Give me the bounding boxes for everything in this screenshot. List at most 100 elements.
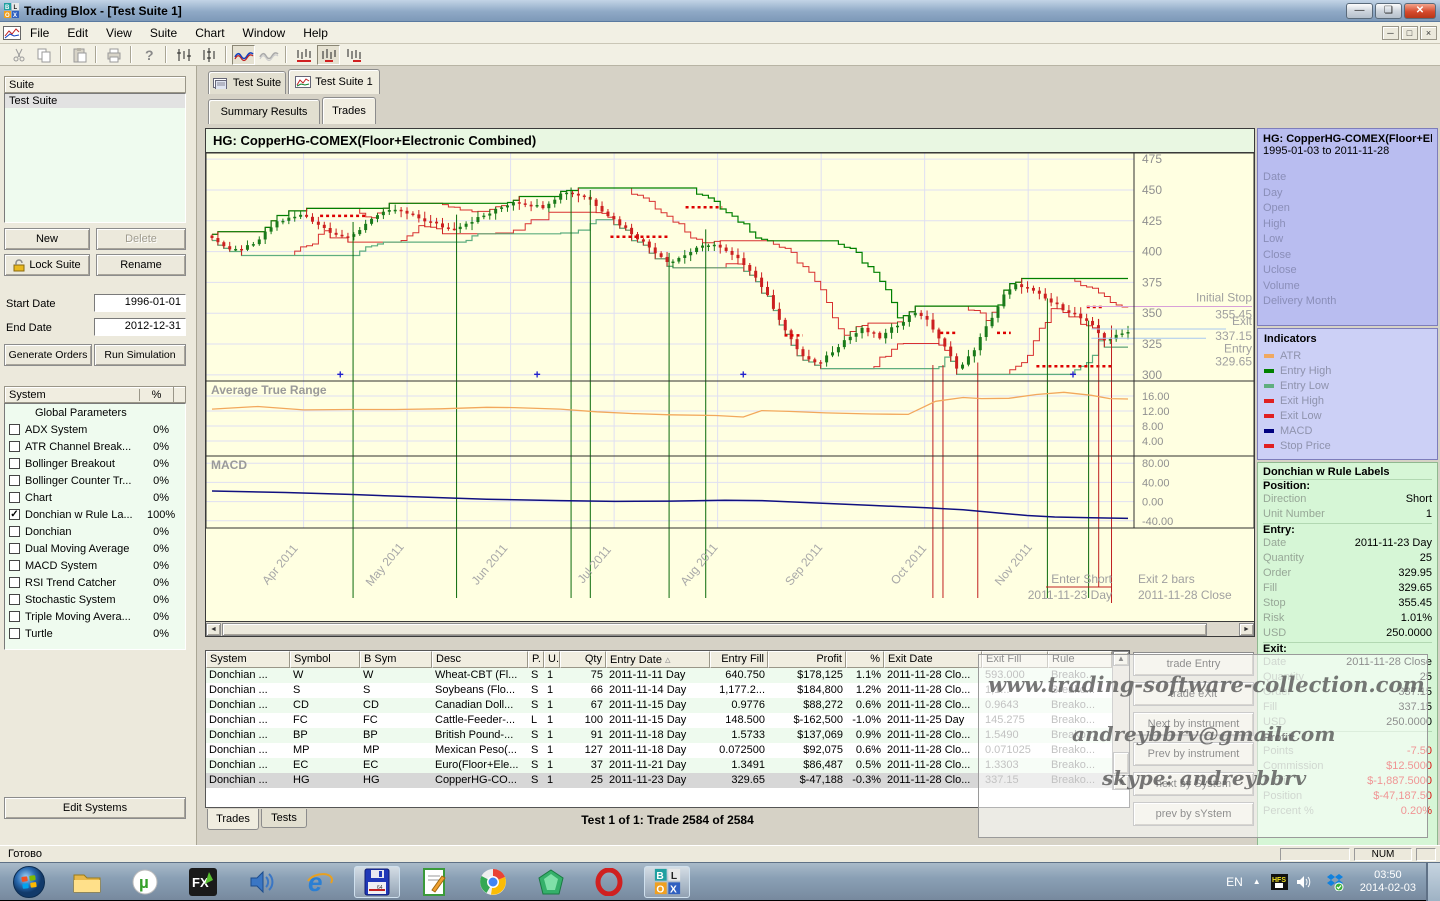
- tab-trades[interactable]: Trades: [322, 97, 376, 124]
- clock[interactable]: 03:50 2014-02-03: [1360, 869, 1416, 895]
- system-item-atr-channel-break[interactable]: ATR Channel Break...0%: [5, 438, 185, 455]
- taskbar-floppy-icon[interactable]: 64: [354, 866, 400, 898]
- system-checkbox[interactable]: ✓: [9, 509, 20, 520]
- system-checkbox[interactable]: [9, 441, 20, 452]
- taskbar-blox-icon[interactable]: BLOX: [644, 866, 690, 898]
- language-indicator[interactable]: EN: [1226, 875, 1243, 889]
- taskbar-gem-icon[interactable]: [528, 866, 574, 898]
- menu-edit[interactable]: Edit: [58, 23, 97, 43]
- bottom-tab-tests[interactable]: Tests: [261, 809, 307, 828]
- system-checkbox[interactable]: [9, 458, 20, 469]
- price-chart[interactable]: 47545042540037535032530016.0012.008.004.…: [206, 153, 1254, 621]
- system-checkbox[interactable]: [9, 594, 20, 605]
- system-checkbox[interactable]: [9, 611, 20, 622]
- edit-systems-button[interactable]: Edit Systems: [4, 797, 186, 819]
- waves-color-icon[interactable]: [232, 45, 255, 65]
- system-checkbox[interactable]: [9, 543, 20, 554]
- taskbar-utorrent-icon[interactable]: µ: [122, 866, 168, 898]
- delete-suite-button[interactable]: Delete: [96, 228, 186, 250]
- column-header-desc[interactable]: Desc: [432, 651, 528, 668]
- mdi-document-icon[interactable]: [3, 26, 21, 40]
- suite-list-item[interactable]: Test Suite: [5, 94, 185, 108]
- system-item-macd-system[interactable]: MACD System0%: [5, 557, 185, 574]
- scrollbar-thumb[interactable]: [222, 623, 1207, 636]
- system-item-donchian-w-rule-la[interactable]: ✓Donchian w Rule La...100%: [5, 506, 185, 523]
- taskbar-volume-icon[interactable]: [238, 866, 284, 898]
- system-checkbox[interactable]: [9, 628, 20, 639]
- system-checkbox[interactable]: [9, 424, 20, 435]
- system-item-rsi-trend-catcher[interactable]: RSI Trend Catcher0%: [5, 574, 185, 591]
- tab-test-suite[interactable]: Test Suite: [208, 71, 286, 94]
- show-desktop-button[interactable]: [1426, 863, 1440, 901]
- system-checkbox[interactable]: [9, 526, 20, 537]
- suite-list[interactable]: Test Suite: [4, 93, 186, 223]
- copy-icon[interactable]: [32, 45, 55, 65]
- menu-window[interactable]: Window: [234, 23, 295, 43]
- system-checkbox[interactable]: [9, 475, 20, 486]
- menu-file[interactable]: File: [21, 23, 58, 43]
- scroll-right-button[interactable]: ►: [1239, 623, 1254, 636]
- bottom-tab-trades[interactable]: Trades: [207, 809, 259, 830]
- end-date-field[interactable]: 2012-12-31: [94, 318, 186, 336]
- system-item-turtle[interactable]: Turtle0%: [5, 625, 185, 642]
- tab-summary-results[interactable]: Summary Results: [208, 99, 320, 124]
- chart-horizontal-scrollbar[interactable]: ◄ ►: [206, 621, 1254, 636]
- tab-test-suite-1[interactable]: Test Suite 1: [288, 69, 380, 94]
- taskbar-fxl-icon[interactable]: FX: [180, 866, 226, 898]
- system-item-donchian[interactable]: Donchian0%: [5, 523, 185, 540]
- run-simulation-button[interactable]: Run Simulation: [94, 344, 186, 366]
- rename-suite-button[interactable]: Rename: [96, 254, 186, 276]
- new-suite-button[interactable]: New: [4, 228, 90, 250]
- system-list[interactable]: Global ParametersADX System0%ATR Channel…: [4, 403, 186, 650]
- waves-gray-icon[interactable]: [257, 45, 280, 65]
- system-checkbox[interactable]: [9, 577, 20, 588]
- start-button[interactable]: [6, 866, 52, 898]
- column-header-system[interactable]: System: [206, 651, 290, 668]
- generate-orders-button[interactable]: Generate Orders: [4, 344, 92, 366]
- menu-suite[interactable]: Suite: [141, 23, 186, 43]
- system-checkbox[interactable]: [9, 492, 20, 503]
- column-header-u-[interactable]: U.: [544, 651, 560, 668]
- start-date-field[interactable]: 1996-01-01: [94, 294, 186, 312]
- taskbar-chrome-icon[interactable]: [470, 866, 516, 898]
- column-header-entry-date[interactable]: Entry Date ▵: [606, 651, 710, 668]
- system-checkbox[interactable]: [9, 560, 20, 571]
- system-item-dual-moving-average[interactable]: Dual Moving Average0%: [5, 540, 185, 557]
- bars-3-icon[interactable]: [342, 45, 365, 65]
- volume-tray-icon[interactable]: [1296, 875, 1312, 889]
- menu-view[interactable]: View: [97, 23, 141, 43]
- system-item-bollinger-counter-tr[interactable]: Bollinger Counter Tr...0%: [5, 472, 185, 489]
- paste-icon[interactable]: [67, 45, 90, 65]
- scale-b-icon[interactable]: [197, 45, 220, 65]
- column-header-exit-date[interactable]: Exit Date: [884, 651, 982, 668]
- menu-help[interactable]: Help: [294, 23, 337, 43]
- taskbar-opera-icon[interactable]: [586, 866, 632, 898]
- system-item-chart[interactable]: Chart0%: [5, 489, 185, 506]
- column-header-profit[interactable]: Profit: [768, 651, 846, 668]
- scroll-left-button[interactable]: ◄: [206, 623, 221, 636]
- maximize-button[interactable]: ❏: [1375, 3, 1402, 19]
- scale-a-icon[interactable]: [172, 45, 195, 65]
- cut-icon[interactable]: [7, 45, 30, 65]
- system-item-bollinger-breakout[interactable]: Bollinger Breakout0%: [5, 455, 185, 472]
- bars-1-icon[interactable]: [292, 45, 315, 65]
- help-icon[interactable]: ?: [137, 45, 160, 65]
- lock-suite-button[interactable]: Lock Suite: [4, 254, 90, 276]
- system-item-stochastic-system[interactable]: Stochastic System0%: [5, 591, 185, 608]
- dropbox-tray-icon[interactable]: [1326, 873, 1344, 891]
- column-header-symbol[interactable]: Symbol: [290, 651, 360, 668]
- column-header-p-[interactable]: P.: [528, 651, 544, 668]
- mdi-close-button[interactable]: ×: [1420, 26, 1437, 40]
- close-button[interactable]: ✕: [1404, 3, 1436, 19]
- menu-chart[interactable]: Chart: [186, 23, 233, 43]
- taskbar-editor-icon[interactable]: [412, 866, 458, 898]
- column-header--[interactable]: %: [846, 651, 884, 668]
- column-header-entry-fill[interactable]: Entry Fill: [710, 651, 768, 668]
- taskbar-explorer-icon[interactable]: [64, 866, 110, 898]
- hidden-icons-arrow[interactable]: ▲: [1253, 877, 1261, 886]
- system-item-global-parameters[interactable]: Global Parameters: [5, 404, 185, 421]
- mdi-minimize-button[interactable]: ─: [1382, 26, 1399, 40]
- hfs-tray-icon[interactable]: HFS: [1271, 874, 1288, 890]
- print-icon[interactable]: [102, 45, 125, 65]
- column-header-qty[interactable]: Qty: [560, 651, 606, 668]
